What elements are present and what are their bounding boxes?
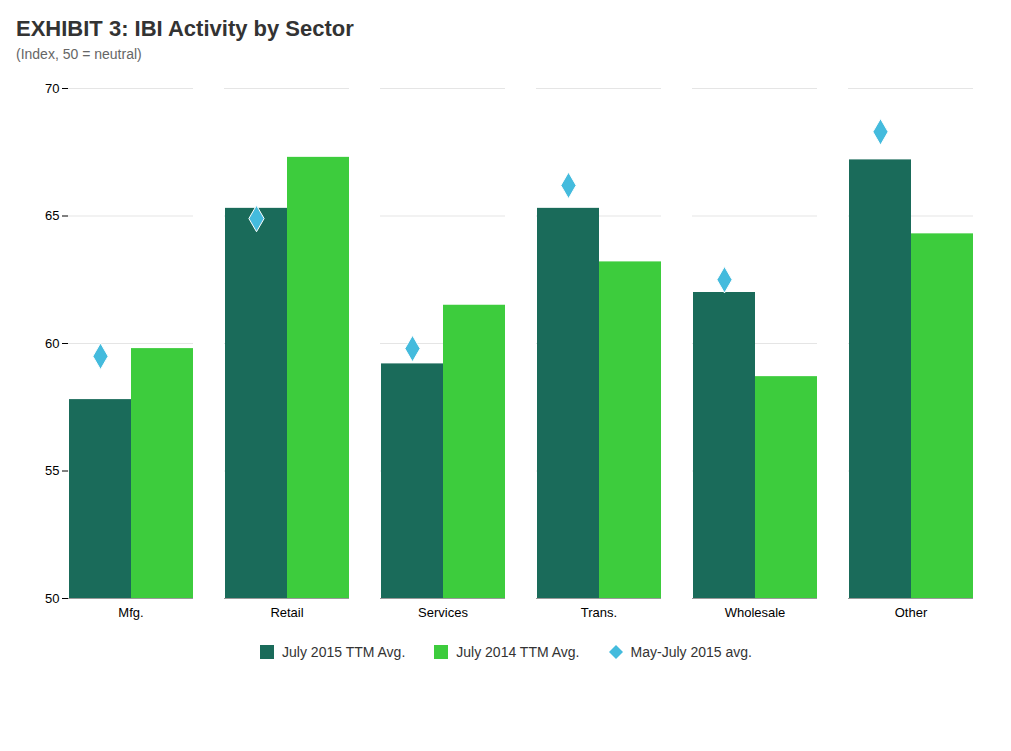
html-text:May-July 2015 avg.: May-July 2015 avg. [630,644,752,660]
svg-text:65: 65 [45,208,59,223]
html-text:July 2014 TTM Avg.: July 2014 TTM Avg. [456,644,580,660]
svg-text:Retail: Retail [270,605,303,620]
svg-text:70: 70 [45,81,59,96]
html-text:(Index, 50 = neutral): (Index, 50 = neutral) [16,46,142,62]
svg-text:55: 55 [45,463,59,478]
svg-text:60: 60 [45,336,59,351]
svg-text:Trans.: Trans. [581,605,617,620]
svg-text:Wholesale: Wholesale [725,605,786,620]
svg-text:Other: Other [895,605,928,620]
svg-text:Mfg.: Mfg. [118,605,143,620]
html-text:EXHIBIT 3: IBI Activity by Sec: EXHIBIT 3: IBI Activity by Sector [16,16,354,41]
svg-text:50: 50 [45,591,59,606]
html-text:July 2015 TTM Avg.: July 2015 TTM Avg. [282,644,406,660]
svg-text:Services: Services [418,605,468,620]
